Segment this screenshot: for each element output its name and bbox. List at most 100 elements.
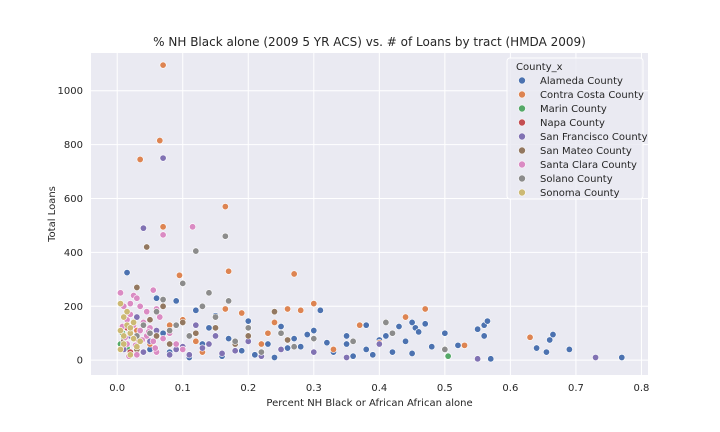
point-solano-county [290,343,298,351]
point-contra-costa-county [221,203,229,211]
point-solano-county [198,302,206,310]
point-san-francisco-county [231,347,239,355]
point-alameda-county [415,328,423,336]
legend-label-solano-county: Solano County [540,174,613,185]
legend-label-santa-clara-county: Santa Clara County [540,160,637,171]
point-san-mateo-county [192,329,200,337]
point-alameda-county [316,306,324,314]
point-contra-costa-county [402,313,410,321]
point-sonoma-county [116,300,124,308]
point-solano-county [277,329,285,337]
point-santa-clara-county [151,344,159,352]
y-axis-label: Total Loans [47,186,58,243]
point-alameda-county [192,306,200,314]
legend-title: County_x [516,62,563,73]
point-contra-costa-county [310,300,318,308]
point-alameda-county [454,341,462,349]
point-solano-county [349,337,357,345]
legend-marker-sonoma-county [518,188,526,197]
point-contra-costa-county [270,318,278,326]
point-contra-costa-county [257,340,265,348]
point-alameda-county [225,335,233,343]
point-alameda-county [123,269,131,277]
point-alameda-county [270,353,278,361]
point-contra-costa-county [329,345,337,353]
legend-marker-contra-costa-county [518,90,526,99]
point-sonoma-county [120,332,128,340]
point-sonoma-county [136,337,144,345]
point-san-francisco-county [139,224,147,232]
legend-marker-napa-county [518,118,526,127]
point-alameda-county [533,344,541,352]
y-tick-label: 400 [64,248,83,259]
point-alameda-county [343,340,351,348]
point-alameda-county [542,348,550,356]
point-san-francisco-county [592,353,600,361]
point-sonoma-county [126,351,134,359]
point-santa-clara-county [126,300,134,308]
point-san-mateo-county [143,243,151,251]
point-alameda-county [395,322,403,330]
legend-label-sonoma-county: Sonoma County [540,188,620,199]
x-axis-label: Percent NH Black or African African alon… [266,398,472,409]
point-santa-clara-county [189,223,197,231]
point-alameda-county [474,325,482,333]
legend-marker-solano-county [518,174,526,183]
point-contra-costa-county [159,61,167,69]
point-contra-costa-county [356,321,364,329]
legend-marker-santa-clara-county [518,160,526,169]
point-alameda-county [297,343,305,351]
point-san-mateo-county [153,332,161,340]
point-solano-county [221,232,229,240]
point-alameda-county [428,343,436,351]
point-alameda-county [388,348,396,356]
point-contra-costa-county [159,223,167,231]
x-tick-label: 0.1 [175,383,191,394]
legend-label-san-francisco-county: San Francisco County [540,132,648,143]
point-sonoma-county [116,345,124,353]
point-san-mateo-county [244,332,252,340]
y-tick-label: 200 [64,302,83,313]
point-contra-costa-county [175,271,183,279]
legend-marker-san-mateo-county [518,146,526,155]
point-san-francisco-county [139,348,147,356]
point-contra-costa-county [221,305,229,313]
y-tick-label: 800 [64,140,83,151]
point-san-mateo-county [284,336,292,344]
point-santa-clara-county [149,337,157,345]
x-tick-label: 0.4 [371,383,387,394]
point-sonoma-county [116,327,124,335]
point-contra-costa-county [290,270,298,278]
x-tick-label: 0.0 [109,383,125,394]
point-solano-county [388,329,396,337]
point-san-mateo-county [270,308,278,316]
point-santa-clara-county [136,302,144,310]
point-solano-county [205,289,213,297]
point-san-mateo-county [159,302,167,310]
point-alameda-county [618,353,626,361]
point-contra-costa-county [136,155,144,163]
point-solano-county [441,345,449,353]
legend: County_x Alameda County Contra Costa Coun… [506,57,648,200]
point-alameda-county [277,322,285,330]
point-alameda-county [284,344,292,352]
legend-box [506,57,644,200]
point-sonoma-county [126,324,134,332]
point-alameda-county [238,347,246,355]
point-contra-costa-county [225,267,233,275]
point-san-francisco-county [198,344,206,352]
point-santa-clara-county [143,308,151,316]
point-contra-costa-county [238,309,246,317]
x-tick-label: 0.5 [437,383,453,394]
point-santa-clara-county [149,286,157,294]
point-solano-county [185,332,193,340]
point-san-francisco-county [375,340,383,348]
point-alameda-county [408,318,416,326]
x-tick-label: 0.7 [568,383,584,394]
point-san-francisco-county [166,351,174,359]
point-san-francisco-county [212,332,220,340]
y-tick-label: 0 [77,356,83,367]
point-alameda-county [343,332,351,340]
point-santa-clara-county [133,294,141,302]
